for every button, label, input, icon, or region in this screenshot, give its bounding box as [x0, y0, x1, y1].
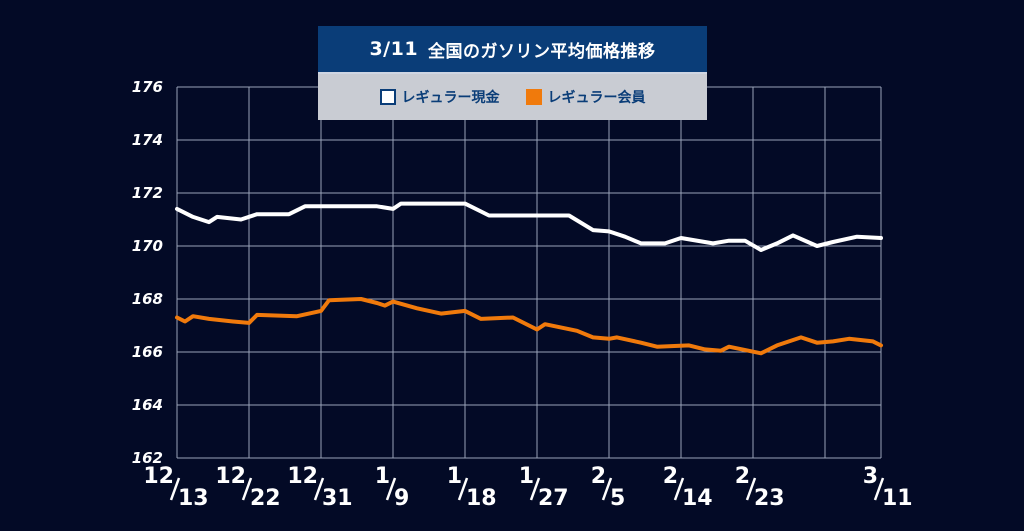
y-tick-label: 162 — [132, 449, 163, 467]
grid-lines — [176, 86, 882, 459]
x-tick-month: 1 — [375, 464, 390, 489]
x-tick-day: 14 — [682, 486, 713, 511]
y-tick-label: 176 — [132, 78, 163, 96]
x-tick-slash — [313, 477, 325, 501]
x-tick-day: 18 — [466, 486, 497, 511]
x-tick-label: 25 — [591, 464, 626, 511]
x-tick-slash — [385, 477, 397, 501]
x-tick-slash — [745, 477, 757, 501]
x-tick-slash — [673, 477, 685, 501]
x-tick-label: 223 — [735, 464, 785, 511]
y-axis-ticks: 162 164 166 168 170 172 174 176 — [132, 78, 163, 467]
x-tick-month: 1 — [447, 464, 462, 489]
x-tick-label: 118 — [447, 464, 497, 511]
x-tick-slash — [601, 477, 613, 501]
legend-item-cash: レギュラー現金 — [379, 87, 500, 107]
y-tick-label: 172 — [132, 184, 163, 202]
legend-label-member: レギュラー会員 — [547, 90, 646, 106]
chart-title-text: 全国のガソリン平均価格推移 — [428, 41, 656, 62]
x-tick-day: 31 — [322, 486, 353, 511]
legend-label-cash: レギュラー現金 — [401, 90, 500, 106]
x-tick-month: 1 — [519, 464, 534, 489]
x-tick-slash — [529, 477, 541, 501]
x-tick-day: 9 — [394, 486, 409, 511]
x-tick-label: 127 — [519, 464, 569, 511]
x-tick-month: 3 — [863, 464, 878, 489]
y-tick-label: 170 — [132, 237, 163, 255]
x-tick-month: 2 — [735, 464, 750, 489]
x-tick-month: 12 — [215, 464, 246, 489]
x-tick-day: 13 — [178, 486, 209, 511]
x-tick-day: 11 — [882, 486, 913, 511]
x-tick-slash — [169, 477, 181, 501]
y-tick-label: 164 — [132, 396, 163, 414]
x-tick-label: 19 — [375, 464, 410, 511]
legend-item-member: レギュラー会員 — [525, 87, 646, 107]
legend: レギュラー現金 レギュラー会員 — [318, 74, 707, 120]
x-tick-day: 27 — [538, 486, 569, 511]
legend-swatch-cash — [379, 89, 396, 105]
x-tick-month: 12 — [143, 464, 174, 489]
series-line-member — [175, 297, 883, 356]
y-tick-label: 174 — [132, 131, 163, 149]
chart-title-date: 3/11 — [369, 38, 419, 60]
x-tick-day: 23 — [754, 486, 785, 511]
x-tick-month: 2 — [591, 464, 606, 489]
x-tick-month: 12 — [287, 464, 318, 489]
x-tick-label: 311 — [863, 464, 913, 511]
x-tick-day: 5 — [610, 486, 625, 511]
series-line-cash — [175, 201, 883, 252]
x-tick-month: 2 — [663, 464, 678, 489]
plot-area — [177, 87, 881, 458]
y-tick-label: 168 — [132, 290, 163, 308]
legend-swatch-member — [525, 89, 542, 105]
x-tick-slash — [241, 477, 253, 501]
series-lines — [175, 201, 883, 356]
chart-title: 3/11 全国のガソリン平均価格推移 — [318, 26, 707, 74]
y-tick-label: 166 — [132, 343, 163, 361]
x-tick-day: 22 — [250, 486, 281, 511]
x-tick-slash — [457, 477, 469, 501]
x-tick-slash — [873, 477, 885, 501]
x-tick-label: 214 — [663, 464, 713, 511]
